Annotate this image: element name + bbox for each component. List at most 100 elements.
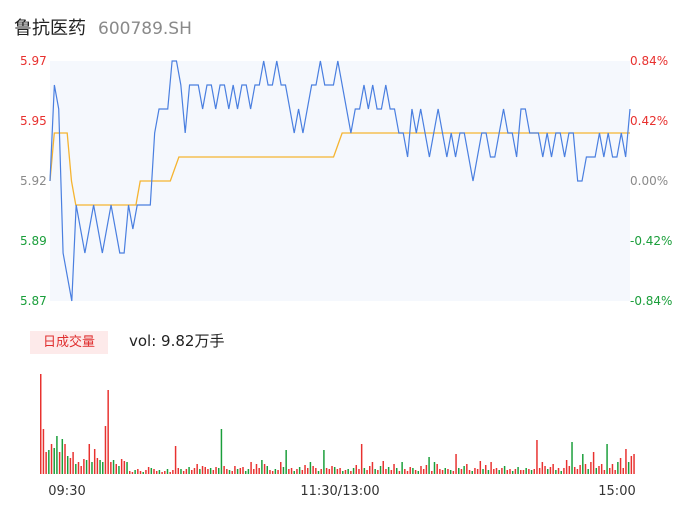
price-axis-label: 5.87 [20, 294, 47, 308]
volume-bar [145, 470, 147, 474]
volume-bar [220, 429, 223, 474]
price-axis-label: 5.95 [20, 114, 47, 128]
volume-bar [366, 470, 368, 474]
stock-header: 鲁抗医药 600789.SH [14, 14, 192, 39]
price-axis-label: 5.97 [20, 54, 47, 68]
volume-bar [498, 470, 500, 474]
volume-bar [369, 466, 371, 474]
volume-bar [544, 466, 546, 474]
volume-bar [576, 469, 579, 474]
volume-bar [110, 462, 112, 474]
daily-volume-tab[interactable]: 日成交量 [30, 331, 108, 354]
volume-bar [360, 444, 363, 474]
price-axis-label: 5.89 [20, 234, 47, 248]
volume-bar [441, 470, 444, 474]
volume-bar [61, 439, 64, 474]
volume-bar [401, 462, 403, 474]
volume-bar [188, 467, 190, 474]
volume-bar [88, 444, 91, 474]
volume-bar [398, 471, 401, 474]
stock-name: 鲁抗医药 [14, 18, 86, 39]
volume-bar [444, 468, 446, 474]
volume-bar [85, 460, 88, 474]
volume-bar [390, 470, 393, 474]
volume-bar [425, 465, 428, 474]
volume-bar [182, 471, 185, 474]
volume-bar [463, 466, 465, 474]
volume-readout: vol: 9.82万手 [129, 332, 225, 350]
price-axis-label: 5.92 [20, 174, 47, 188]
volume-bar [271, 471, 274, 474]
volume-bar [274, 469, 277, 474]
volume-bar [611, 464, 614, 474]
volume-bar [236, 469, 239, 474]
percent-axis-label: -0.42% [630, 234, 672, 248]
volume-bar [458, 468, 460, 474]
volume-bar [120, 459, 123, 474]
volume-bar [69, 458, 72, 474]
volume-bar [50, 444, 53, 474]
volume-bar [552, 464, 554, 474]
volume-bar [201, 466, 204, 474]
volume-bar [196, 464, 198, 474]
volume-bar [269, 470, 271, 474]
volume-bar [277, 470, 279, 474]
volume-bar [336, 469, 339, 474]
volume-bar [447, 469, 449, 474]
volume-bar [215, 467, 217, 474]
volume-bar [474, 468, 476, 474]
volume-bar [56, 436, 58, 474]
volume-bar [571, 442, 573, 474]
volume-bar [431, 471, 433, 474]
volume-bar [479, 461, 482, 474]
volume-bar [137, 469, 139, 474]
volume-bar [320, 469, 322, 474]
percent-axis-label: -0.84% [630, 294, 672, 308]
volume-bar [339, 468, 341, 474]
volume-bar [40, 374, 42, 474]
volume-bar [420, 466, 422, 474]
percent-axis-label: 0.00% [630, 174, 668, 188]
volume-bar [609, 468, 611, 474]
volume-bar [455, 454, 457, 474]
volume-bar [147, 467, 150, 474]
volume-bar [80, 466, 82, 474]
volume-bar [153, 469, 155, 474]
volume-bar [528, 469, 530, 474]
volume-bar [493, 469, 495, 474]
volume-bar [600, 464, 603, 474]
volume-bar [134, 470, 136, 474]
volume-bar [333, 467, 336, 474]
volume-bar [538, 468, 541, 474]
volume-bar [255, 464, 258, 474]
volume-bar [525, 468, 527, 474]
volume-bar [129, 471, 131, 474]
volume-bar [298, 467, 301, 474]
volume-bar [371, 462, 374, 474]
volume-bar [468, 470, 471, 474]
volume-bar [112, 460, 115, 474]
volume-bar [344, 470, 347, 474]
volume-bar [99, 460, 101, 474]
volume-bar [161, 472, 163, 474]
volume-bar [382, 461, 384, 474]
volume-bar [45, 452, 47, 474]
volume-bar [503, 466, 506, 474]
volume-bar [282, 467, 285, 474]
volume-bar [514, 469, 517, 474]
volume-bar [622, 468, 624, 474]
volume-bar [104, 426, 107, 474]
volume-bar [258, 468, 260, 474]
volume-bar [166, 469, 169, 474]
volume-bar [48, 450, 50, 474]
volume-bar [428, 457, 430, 474]
volume-bar [484, 465, 487, 474]
volume-bar [565, 460, 568, 474]
volume-bar [58, 452, 61, 474]
volume-bar [342, 471, 344, 474]
volume-bar [350, 471, 352, 474]
volume-bar [107, 390, 109, 474]
volume-bar [520, 470, 522, 474]
volume-bar [226, 469, 228, 474]
